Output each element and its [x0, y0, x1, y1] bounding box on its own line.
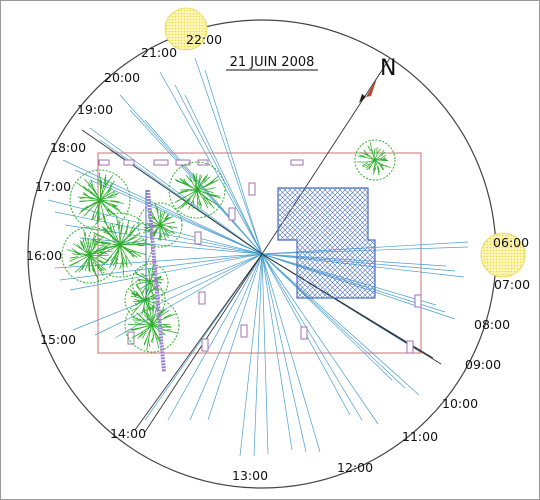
sun-ray [89, 179, 263, 255]
marker [240, 324, 248, 338]
hour-label: 10:00 [442, 396, 478, 411]
sun-ray [261, 253, 420, 396]
marker [153, 159, 169, 166]
tree [61, 226, 119, 284]
marker [123, 159, 135, 166]
sun-ray [207, 253, 263, 421]
tree [131, 263, 169, 301]
marker [406, 340, 414, 354]
north-arrow-head [366, 78, 377, 97]
solar-line-northwest [81, 129, 263, 255]
marker [228, 207, 236, 221]
sun-ray [261, 253, 307, 453]
hour-labels: 06:00 07:00 08:00 09:00 10:00 11:00 12:00 13:00… [26, 32, 530, 483]
sun-ray [189, 253, 263, 421]
sun-ray [261, 253, 406, 389]
sun-ray [62, 159, 263, 255]
sun-ray [59, 253, 263, 281]
sun-22h [164, 7, 208, 51]
marker [414, 294, 422, 308]
sun-ray [194, 57, 263, 255]
sun-ray [261, 253, 269, 455]
sun-ray [261, 253, 321, 453]
hour-label: 15:00 [40, 332, 76, 347]
marker [175, 159, 191, 166]
sun-ray [204, 69, 263, 255]
sun-ray [159, 71, 263, 255]
north-arrow [359, 78, 377, 103]
main-building [277, 187, 376, 299]
sun-ray [54, 211, 263, 255]
sun-ray [239, 253, 263, 457]
sun-6h [480, 232, 526, 278]
hedge-line [146, 189, 166, 373]
marker [201, 338, 209, 352]
hour-label: 09:00 [465, 357, 501, 372]
sun-ray [261, 253, 393, 381]
tree [354, 139, 396, 181]
marker [300, 326, 308, 340]
marker [290, 159, 304, 166]
sun-ray [94, 253, 263, 336]
hour-label: 13:00 [232, 468, 268, 483]
trees [61, 139, 396, 353]
marker [248, 182, 256, 196]
diagram-title: 21 JUIN 2008 [230, 55, 315, 70]
tree [168, 161, 226, 219]
sun-ray [174, 84, 263, 255]
sun-ray [253, 253, 263, 457]
hour-label: 21:00 [141, 45, 177, 60]
hour-label: 06:00 [493, 235, 529, 250]
hour-label: 20:00 [104, 70, 140, 85]
north-arrow-tail [359, 94, 366, 103]
sun-ray [119, 94, 263, 255]
hour-label: 19:00 [77, 102, 113, 117]
hour-label: 11:00 [402, 429, 438, 444]
solar-line-southwest [134, 253, 263, 431]
sun-ray [72, 253, 263, 331]
hour-label: 18:00 [50, 140, 86, 155]
sun-ray [184, 94, 263, 255]
hour-label: 08:00 [474, 317, 510, 332]
sun-ray [167, 253, 263, 421]
north-label: N [380, 56, 396, 81]
hour-label: 16:00 [26, 248, 62, 263]
hour-label: 12:00 [337, 460, 373, 475]
tree [124, 279, 166, 321]
hour-label: 17:00 [35, 179, 71, 194]
sun-ray [261, 253, 363, 421]
sun-ray [89, 127, 263, 255]
marker [198, 291, 206, 305]
sun-ray [129, 109, 263, 255]
tree [69, 169, 131, 231]
hour-label: 14:00 [110, 426, 146, 441]
sun-ray [261, 253, 293, 451]
marker [194, 231, 202, 245]
hour-label: 07:00 [494, 277, 530, 292]
hedge [145, 189, 166, 373]
hour-label: 22:00 [186, 32, 222, 47]
sun-ray [261, 253, 379, 425]
sun-ray [69, 253, 263, 291]
marker [98, 159, 110, 166]
